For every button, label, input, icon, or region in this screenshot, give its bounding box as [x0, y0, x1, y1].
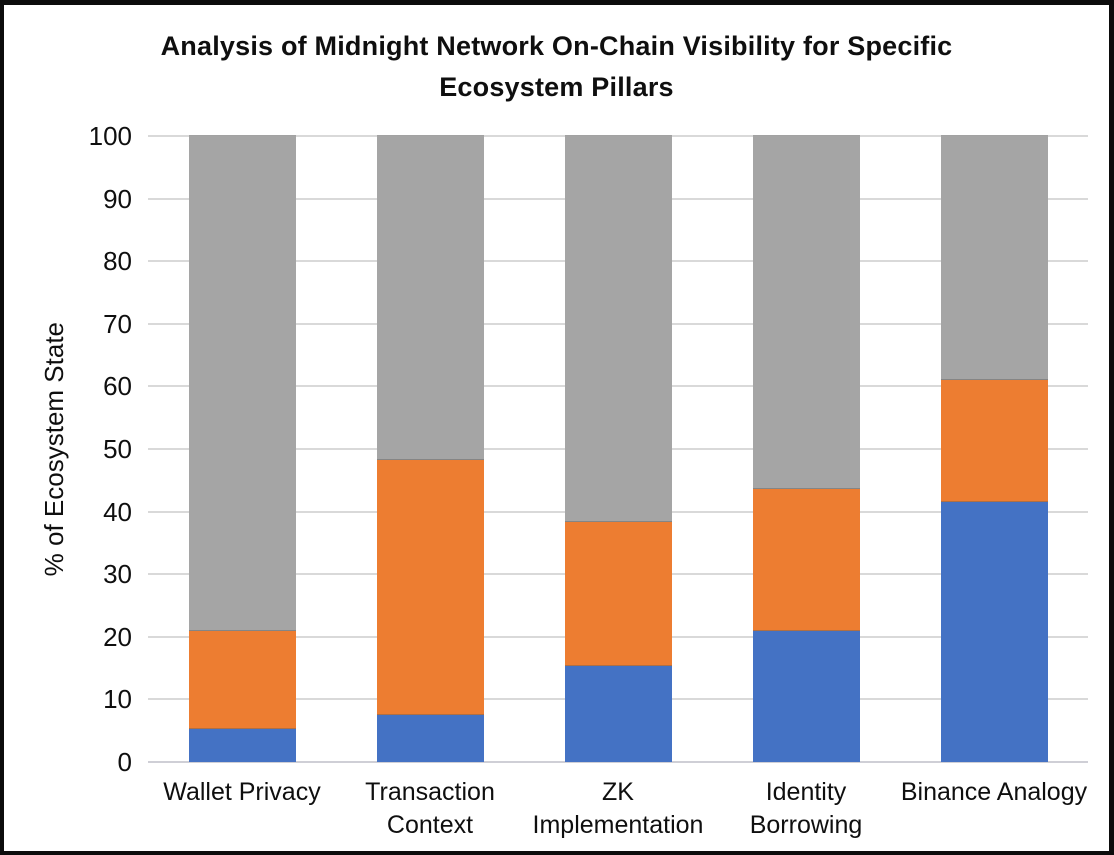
y-tick-label: 70 [103, 308, 132, 339]
y-tick-label: 90 [103, 183, 132, 214]
bars-layer [148, 136, 1088, 762]
bar-segment-orange-middle-segment [188, 630, 296, 730]
bar-3 [564, 136, 672, 762]
gridline [148, 761, 1088, 763]
bar-segment-orange-middle-segment [752, 489, 860, 631]
bar-segment-orange-middle-segment [376, 460, 484, 716]
chart-title-line1: Analysis of Midnight Network On-Chain Vi… [160, 31, 953, 61]
chart-title: Analysis of Midnight Network On-Chain Vi… [4, 26, 1109, 108]
bar-segment-gray-top-segment [564, 136, 672, 522]
bar-5 [940, 136, 1048, 762]
y-tick-label: 20 [103, 621, 132, 652]
bar-segment-blue-bottom-segment [188, 729, 296, 762]
bar-2 [376, 136, 484, 762]
bar-segment-gray-top-segment [188, 136, 296, 631]
bar-segment-gray-top-segment [376, 136, 484, 461]
y-axis-tick-labels: 100 90 80 70 60 50 40 30 20 10 0 [4, 121, 132, 777]
x-category-label: Wallet Privacy [163, 778, 321, 806]
y-tick-label: 60 [103, 371, 132, 402]
bar-segment-gray-top-segment [752, 136, 860, 490]
y-tick-label: 0 [117, 747, 132, 777]
y-tick-label: 100 [88, 121, 132, 151]
x-category-label: ZK Implementation [532, 778, 704, 839]
y-tick-label: 30 [103, 559, 132, 590]
y-tick-label: 10 [103, 684, 132, 715]
x-axis-category-labels: Wallet Privacy Transaction Context ZK Impl… [148, 776, 1088, 842]
chart-title-line2: Ecosystem Pillars [439, 72, 674, 102]
y-tick-label: 50 [103, 434, 132, 464]
gridline [148, 135, 1088, 137]
bar-segment-blue-bottom-segment [752, 630, 860, 762]
bar-segment-orange-middle-segment [940, 379, 1048, 503]
x-category-label: Identity Borrowing [749, 778, 863, 839]
y-tick-label: 40 [103, 496, 132, 527]
bar-segment-gray-top-segment [940, 136, 1048, 380]
bar-segment-blue-bottom-segment [564, 665, 672, 762]
y-tick-label: 80 [103, 246, 132, 277]
x-category-label: Transaction Context [365, 778, 495, 839]
bar-segment-blue-bottom-segment [376, 715, 484, 762]
bar-segment-blue-bottom-segment [940, 502, 1048, 762]
x-category-label: Binance Analogy [900, 778, 1088, 806]
bar-1 [188, 136, 296, 762]
plot-area [148, 135, 1088, 763]
bar-4 [752, 136, 860, 762]
bar-segment-orange-middle-segment [564, 521, 672, 666]
